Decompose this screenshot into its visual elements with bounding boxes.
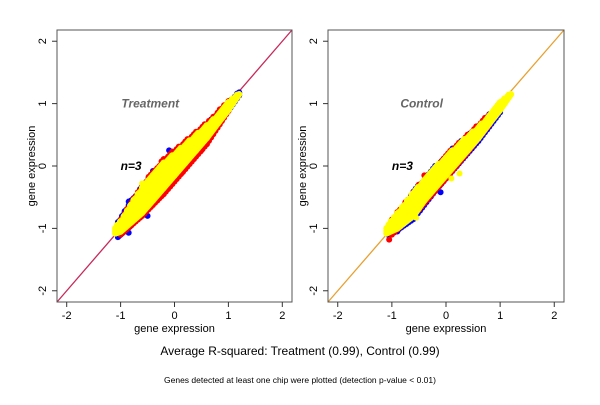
y-tick-label: 1 — [37, 101, 49, 107]
data-point — [507, 91, 515, 98]
data-point — [448, 175, 455, 182]
x-tick-label: 1 — [497, 310, 503, 322]
x-tick-label: 2 — [279, 310, 285, 322]
data-point — [235, 91, 243, 98]
y-axis-label: gene expression — [26, 126, 38, 207]
x-tick-label: 1 — [225, 310, 231, 322]
detection-note: Genes detected at least one chip were pl… — [164, 375, 436, 385]
control-panel: -2 -1 0 1 2 -2 -1 0 1 2 Control n=3 gene expressi… — [297, 29, 565, 335]
x-axis-label: gene expression — [134, 323, 215, 335]
sample-count-label: n=3 — [392, 159, 413, 173]
x-tick-label: -2 — [333, 310, 343, 322]
data-point — [139, 180, 146, 187]
x-tick-label: -1 — [116, 310, 126, 322]
x-tick-label: -1 — [387, 310, 397, 322]
data-point — [456, 170, 463, 177]
x-tick-label: 0 — [171, 310, 177, 322]
y-tick-label: 2 — [308, 38, 320, 44]
y-tick-label: -1 — [308, 223, 320, 233]
panel-title: Treatment — [121, 97, 180, 111]
y-tick-label: -2 — [37, 286, 49, 296]
y-axis-label: gene expression — [297, 126, 309, 207]
sample-count-label: n=3 — [121, 159, 142, 173]
y-tick-label: 2 — [37, 38, 49, 44]
x-tick-label: -2 — [62, 310, 72, 322]
x-tick-label: 0 — [443, 310, 449, 322]
y-tick-label: 1 — [308, 101, 320, 107]
y-tick-label: -1 — [37, 223, 49, 233]
data-point — [386, 236, 393, 243]
x-axis-label: gene expression — [406, 323, 487, 335]
y-tick-label: -2 — [308, 286, 320, 296]
data-point — [413, 214, 420, 221]
r-squared-summary: Average R-squared: Treatment (0.99), Con… — [160, 344, 439, 358]
y-tick-label: 0 — [37, 163, 49, 169]
y-tick-label: 0 — [308, 163, 320, 169]
series-2 — [112, 91, 243, 237]
treatment-panel: -2 -1 0 1 2 -2 -1 0 1 2 Treatment n=3 gene expres… — [26, 29, 293, 335]
x-tick-label: 2 — [551, 310, 557, 322]
panel-title: Control — [400, 97, 443, 111]
